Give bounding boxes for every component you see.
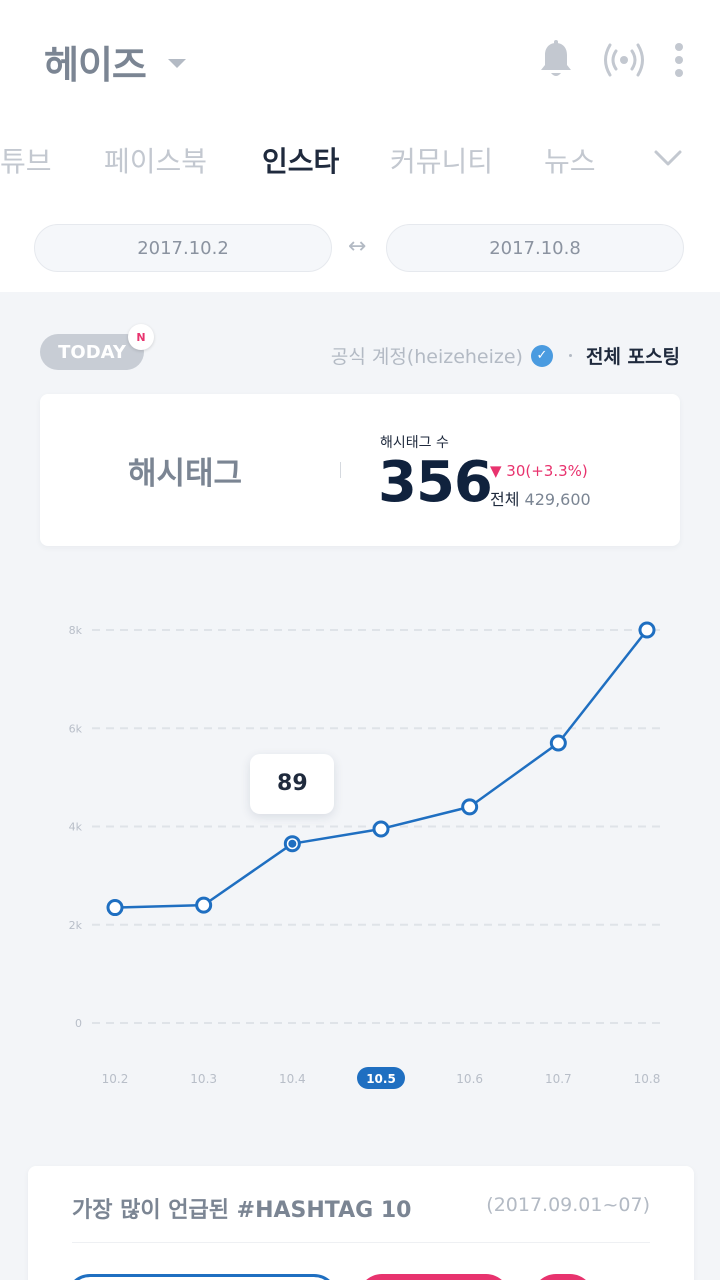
x-tick-label: 10.3	[190, 1072, 217, 1086]
top-hashtag-card: 가장 많이 언급된 #HASHTAG 10 (2017.09.01~07)	[28, 1166, 694, 1280]
tab-community[interactable]: 커뮤니티	[390, 145, 494, 178]
ranking-range: (2017.09.01~07)	[486, 1194, 650, 1216]
today-badge[interactable]: TODAY	[40, 334, 144, 370]
more-vertical-icon[interactable]	[674, 42, 684, 78]
hashtag-line-chart: 0 2k 4k 6k 8k 10.2 10.3 10.4 10.5 10.6 10.7 10.8 89	[0, 602, 720, 1112]
stat-change: ▼ 30(+3.3%)	[490, 462, 588, 480]
data-point	[638, 621, 656, 639]
verified-icon: ✓	[530, 344, 553, 367]
tab-news[interactable]: 뉴스	[544, 145, 596, 178]
app-header: 헤이즈	[0, 0, 720, 120]
account-filter: 공식 계정(heizeheize) ✓ 전체 포스팅	[331, 342, 680, 369]
x-tick-label: 10.8	[634, 1072, 661, 1086]
hashtag-chip[interactable]	[66, 1274, 338, 1280]
range-arrow-icon: ↔	[348, 234, 367, 259]
y-tick-label: 0	[75, 1017, 82, 1030]
stat-label: 해시태그	[128, 456, 243, 492]
start-date-field[interactable]: 2017.10.2	[34, 224, 332, 272]
y-tick-label: 6k	[69, 722, 83, 735]
stat-total-label: 전체	[490, 490, 520, 509]
divider	[340, 462, 341, 478]
x-tick-label: 10.6	[456, 1072, 483, 1086]
header-actions	[510, 40, 684, 80]
artist-selector[interactable]: 헤이즈	[44, 34, 186, 89]
hashtag-chip[interactable]	[358, 1274, 510, 1280]
broadcast-icon[interactable]	[602, 40, 646, 80]
stat-total-value: 429,600	[524, 490, 591, 509]
y-tick-label: 4k	[69, 821, 83, 834]
new-badge: N	[128, 324, 154, 350]
divider	[72, 1242, 650, 1243]
x-tick-label: 10.4	[279, 1072, 306, 1086]
data-point	[195, 896, 213, 914]
tab-instagram[interactable]: 인스타	[262, 145, 340, 178]
official-account-label: 공식 계정(heizeheize)	[330, 346, 523, 368]
chevron-down-icon[interactable]	[650, 146, 686, 174]
hashtag-chip[interactable]	[532, 1274, 594, 1280]
stat-value: 356	[378, 450, 493, 515]
channel-tabs: 튜브 페이스북 인스타 커뮤니티 뉴스	[0, 140, 720, 188]
chart-svg: 0 2k 4k 6k 8k 10.2 10.3 10.4 10.5 10.6 10.7 10.8	[69, 621, 662, 1089]
y-tick-label: 2k	[69, 919, 83, 932]
x-tick-label: 10.7	[545, 1072, 572, 1086]
data-point	[372, 820, 390, 838]
series-line	[114, 629, 648, 909]
ranking-title: 가장 많이 언급된 #HASHTAG 10	[72, 1198, 412, 1223]
data-point	[106, 899, 124, 917]
hashtag-stat-card: 해시태그 해시태그 수 356 ▼ 30(+3.3%) 전체 429,600	[40, 394, 680, 546]
selected-category-pill	[357, 1067, 405, 1089]
data-point-highlight	[288, 839, 297, 848]
data-point	[549, 734, 567, 752]
separator-dot	[568, 354, 572, 357]
tab-facebook[interactable]: 페이스북	[104, 145, 208, 178]
x-tick-label-selected: 10.5	[366, 1072, 396, 1086]
data-point	[461, 798, 479, 816]
bell-icon[interactable]	[538, 40, 574, 80]
tab-youtube[interactable]: 튜브	[0, 145, 52, 178]
end-date-field[interactable]: 2017.10.8	[386, 224, 684, 272]
artist-name: 헤이즈	[44, 43, 147, 87]
caret-down-icon	[167, 59, 186, 68]
chart-tooltip: 89	[250, 753, 335, 814]
y-tick-label: 8k	[69, 624, 83, 637]
date-range: 2017.10.2 ↔ 2017.10.8	[0, 224, 720, 272]
all-posting-filter[interactable]: 전체 포스팅	[585, 346, 680, 368]
content-area: TODAY N 공식 계정(heizeheize) ✓ 전체 포스팅 해시태그 …	[0, 292, 720, 1280]
stat-caption: 해시태그 수	[380, 435, 449, 451]
stat-total: 전체 429,600	[490, 486, 591, 510]
x-tick-label: 10.2	[102, 1072, 129, 1086]
official-account-filter[interactable]: 공식 계정(heizeheize) ✓	[331, 342, 553, 369]
